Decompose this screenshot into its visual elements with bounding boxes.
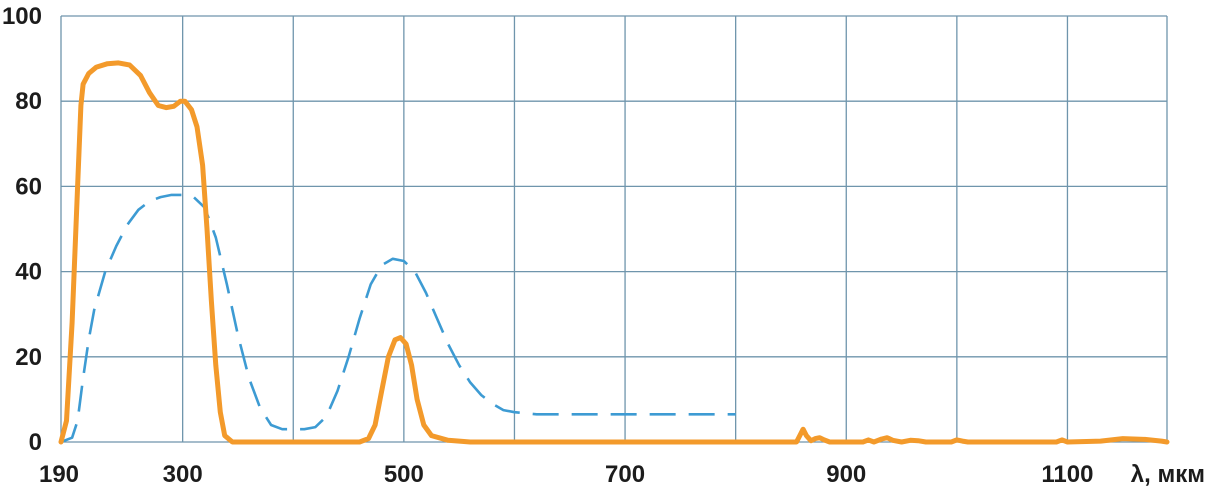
y-tick-label: 40 — [15, 259, 42, 286]
y-tick-label: 60 — [15, 173, 42, 200]
y-tick-label: 80 — [15, 88, 42, 115]
x-tick-label: 500 — [384, 461, 424, 488]
x-tick-label: 700 — [605, 461, 645, 488]
x-axis-title: λ, мкм — [1131, 461, 1205, 488]
x-tick-label: 190 — [39, 461, 79, 488]
series-group — [58, 60, 1170, 445]
y-tick-label: 0 — [29, 429, 42, 456]
y-tick-label: 20 — [15, 344, 42, 371]
dashed-series-line — [60, 193, 736, 444]
y-axis-ticks: 0 20 40 60 80 100 — [2, 3, 42, 456]
solid-series-line — [58, 60, 1170, 445]
x-tick-label: 300 — [163, 461, 203, 488]
x-tick-label: 900 — [826, 461, 866, 488]
grid — [60, 15, 1168, 443]
x-tick-label: 1100 — [1041, 461, 1093, 488]
y-tick-label: 100 — [2, 3, 42, 30]
x-axis-ticks: 190 300 500 700 900 1100 — [39, 461, 1094, 488]
